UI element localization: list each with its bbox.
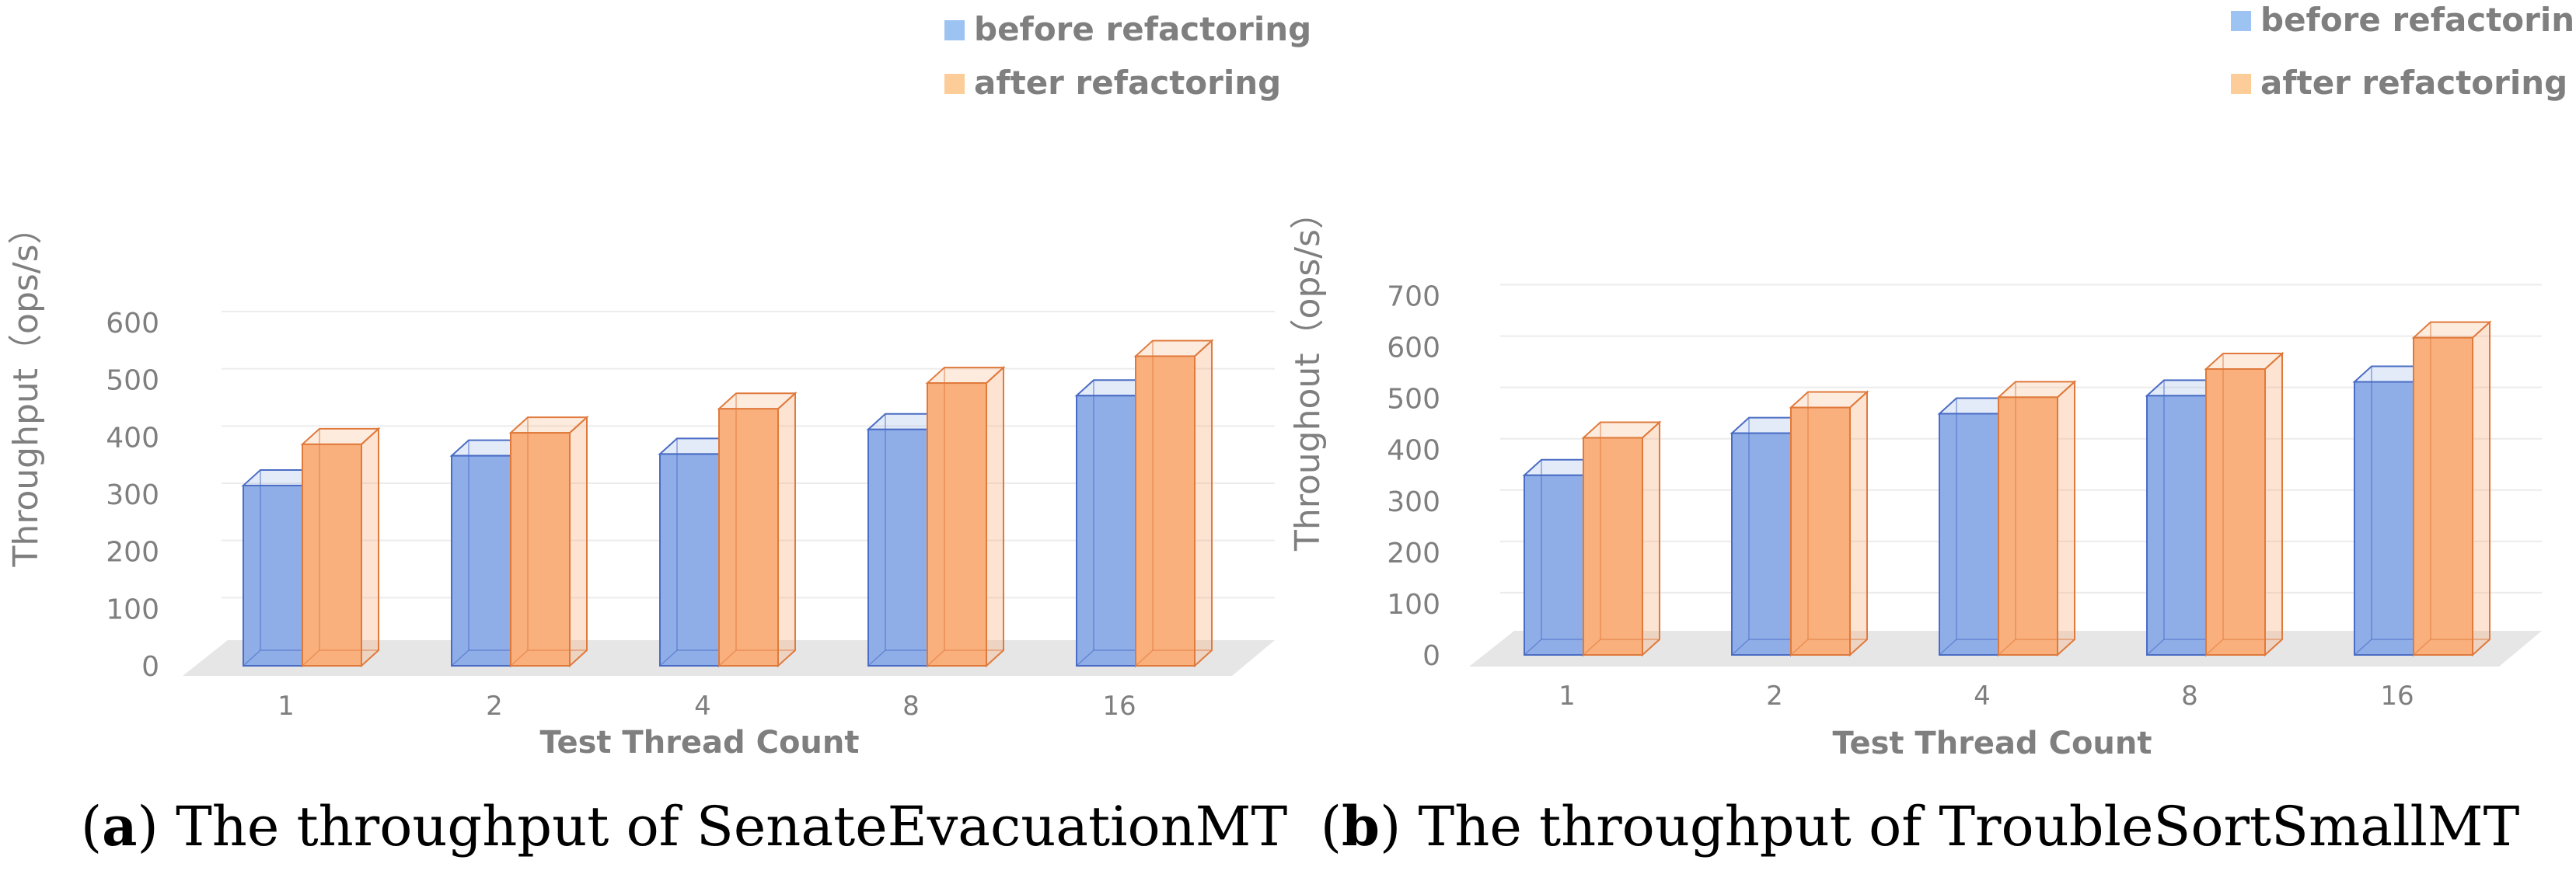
bar-after-8 [925,365,1006,668]
x-tick-label: 4 [1974,681,1991,712]
bar-after-16 [2411,320,2492,657]
bar-after-4 [717,391,798,668]
bar-after-4 [1996,380,2077,657]
bar-after-8-side [986,365,1004,668]
bar-after-8-front [927,382,987,667]
x-axis-label: Test Thread Count [1832,726,2152,761]
y-tick-label: 100 [1387,589,1440,621]
bar-before-16-front [1076,395,1136,667]
bar-before-1-front [1524,474,1584,656]
x-tick-label: 16 [1102,691,1136,722]
bar-after-16 [1133,339,1214,668]
chart-b: 0 100 200 300 400 500 600 700 Throughout（ops/s） 1… [1288,1,2576,761]
legend-swatch-before [944,20,965,40]
caption-a: (a) The throughput of SenateEvacuationMT [81,794,1287,858]
x-tick-label: 2 [1766,681,1783,712]
legend-label-after: after refactoring [2260,64,2567,102]
y-tick-label: 600 [106,308,159,340]
bar-after-4-front [1998,396,2058,656]
x-tick-label: 8 [902,691,920,722]
bar-after-1-front [302,443,362,667]
bar-before-1-front [243,484,303,667]
x-tick-label: 2 [486,691,503,722]
x-tick-label: 4 [694,691,711,722]
x-axis-label: Test Thread Count [539,725,859,761]
legend-swatch-after [2231,74,2251,94]
y-tick-label: 600 [1387,333,1440,364]
bar-after-2-front [510,432,571,667]
bar-before-4-front [1939,413,1999,656]
bar-before-16-front [2354,381,2414,656]
bar-before-4-front [659,453,720,667]
chart-a: 0 100 200 300 400 500 600 Throughput（ops/s） 1 2 4 8… [6,10,1311,761]
x-tick-label: 16 [2380,681,2414,712]
y-tick-label: 400 [106,422,159,454]
bar-after-8-side [2264,351,2283,657]
bar-after-1-side [1642,420,1660,657]
bar-after-2 [508,415,589,668]
bar-after-1-front [1583,437,1643,656]
bar-before-8-front [2146,395,2207,656]
legend-label-before: before refactoring [974,10,1311,48]
bar-after-4-front [718,408,779,667]
bar-after-4-side [777,391,796,668]
bar-before-8-front [867,428,928,667]
bar-after-16-front [1135,355,1196,667]
bar-after-2-front [1790,406,1851,656]
bar-after-4-side [2057,380,2075,657]
bar-after-16-front [2413,336,2473,656]
legend-swatch-after [944,74,965,94]
y-axis-label: Throughout（ops/s） [1288,195,1328,552]
bar-after-8 [2204,351,2285,657]
bar-after-16-side [2472,320,2490,657]
y-tick-label: 400 [1387,435,1440,467]
x-tick-label: 1 [277,691,295,722]
y-tick-label: 100 [106,594,159,625]
legend-label-after: after refactoring [974,64,1281,102]
caption-b: (b) The throughput of TroubleSortSmallMT [1321,794,2520,858]
y-tick-label: 200 [1387,538,1440,569]
y-tick-label: 300 [1387,486,1440,518]
bar-after-1 [1581,420,1662,657]
y-tick-label: 0 [141,651,159,683]
y-tick-label: 300 [106,479,159,511]
x-tick-label: 8 [2181,681,2198,712]
legend-swatch-before [2231,11,2251,31]
bar-after-16-side [1194,339,1213,668]
y-tick-label: 700 [1387,281,1440,313]
bar-after-2 [1789,390,1869,657]
y-tick-label: 200 [106,537,159,569]
bar-after-2-side [1849,390,1868,657]
y-tick-label: 500 [106,365,159,397]
x-tick-label: 1 [1559,681,1576,712]
legend-label-before: before refactoring [2260,1,2576,39]
y-tick-label: 500 [1387,384,1440,416]
y-axis-label: Throughput（ops/s） [6,210,46,567]
legend: before refactoring after refactoring [2231,1,2576,102]
y-tick-label: 0 [1422,640,1440,672]
bar-before-2-front [1731,432,1792,656]
bar-before-2-front [451,454,511,667]
bar-after-8-front [2205,367,2266,656]
bar-after-1 [300,427,381,668]
bar-after-2-side [569,415,588,668]
legend: before refactoring after refactoring [944,10,1311,102]
bar-after-1-side [361,427,379,668]
